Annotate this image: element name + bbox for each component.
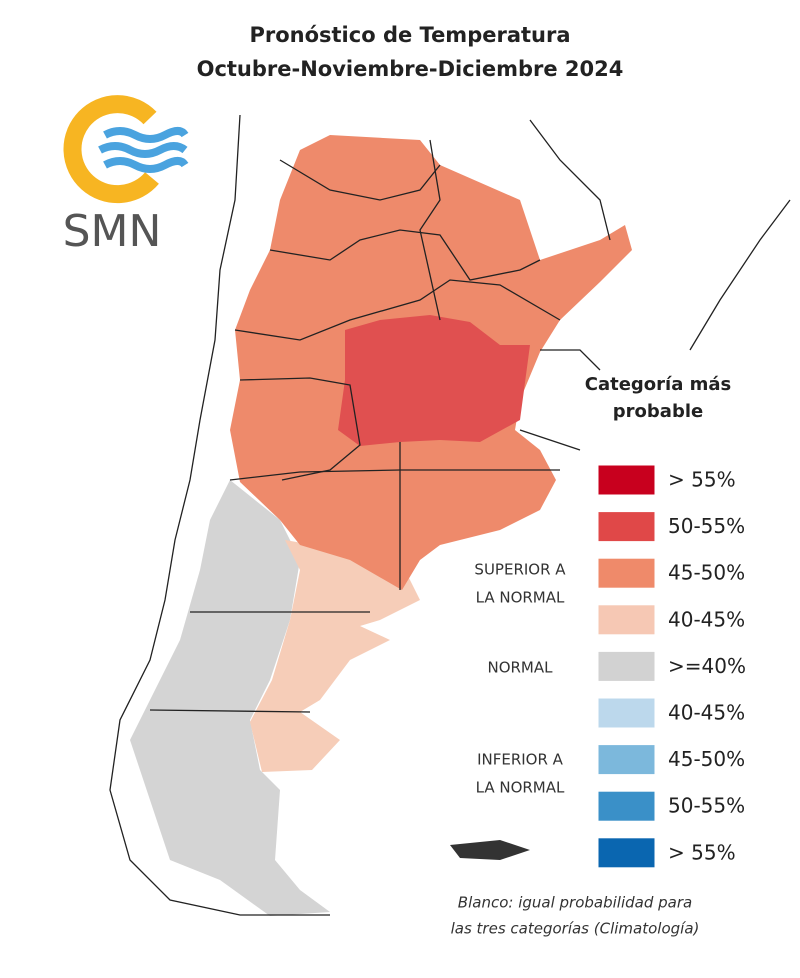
legend-label: 40-45% <box>668 701 745 725</box>
legend-group: LA NORMAL <box>476 589 565 607</box>
legend-swatch <box>597 464 656 496</box>
legend-label: > 55% <box>668 468 736 492</box>
legend-swatch <box>597 744 656 776</box>
legend-label: 45-50% <box>668 747 745 771</box>
map <box>109 114 791 916</box>
footnote: Blanco: igual probabilidad para <box>458 894 692 912</box>
legend-label: 45-50% <box>668 561 745 585</box>
title: Octubre-Noviembre-Diciembre 2024 <box>197 57 624 81</box>
legend-swatch <box>597 650 656 682</box>
legend-swatch <box>597 604 656 636</box>
legend-group: SUPERIOR A <box>474 561 566 579</box>
legend-label: 50-55% <box>668 794 745 818</box>
legend-label: 40-45% <box>668 607 745 631</box>
legend-swatch <box>597 511 656 543</box>
legend-swatch <box>597 557 656 589</box>
title: Pronóstico de Temperatura <box>249 23 570 47</box>
legend-group: LA NORMAL <box>476 779 565 797</box>
legend-swatch <box>597 697 656 729</box>
legend-title: Categoría más <box>585 374 732 395</box>
logo: SMN <box>63 95 189 257</box>
legend-group: NORMAL <box>487 659 553 677</box>
logo-text: SMN <box>63 206 162 257</box>
footnote: las tres categorías (Climatología) <box>451 920 700 938</box>
legend-label: > 55% <box>668 840 736 864</box>
legend-label: 50-55% <box>668 514 745 538</box>
legend-title: probable <box>613 401 703 422</box>
legend-group: INFERIOR A <box>477 751 564 769</box>
legend-swatch <box>597 790 656 822</box>
legend: > 55% 50-55% 45-50% 40-45% >=40% 40-45% 45-50%… <box>474 464 746 869</box>
legend-label: >=40% <box>668 654 746 678</box>
legend-swatch <box>597 837 656 869</box>
